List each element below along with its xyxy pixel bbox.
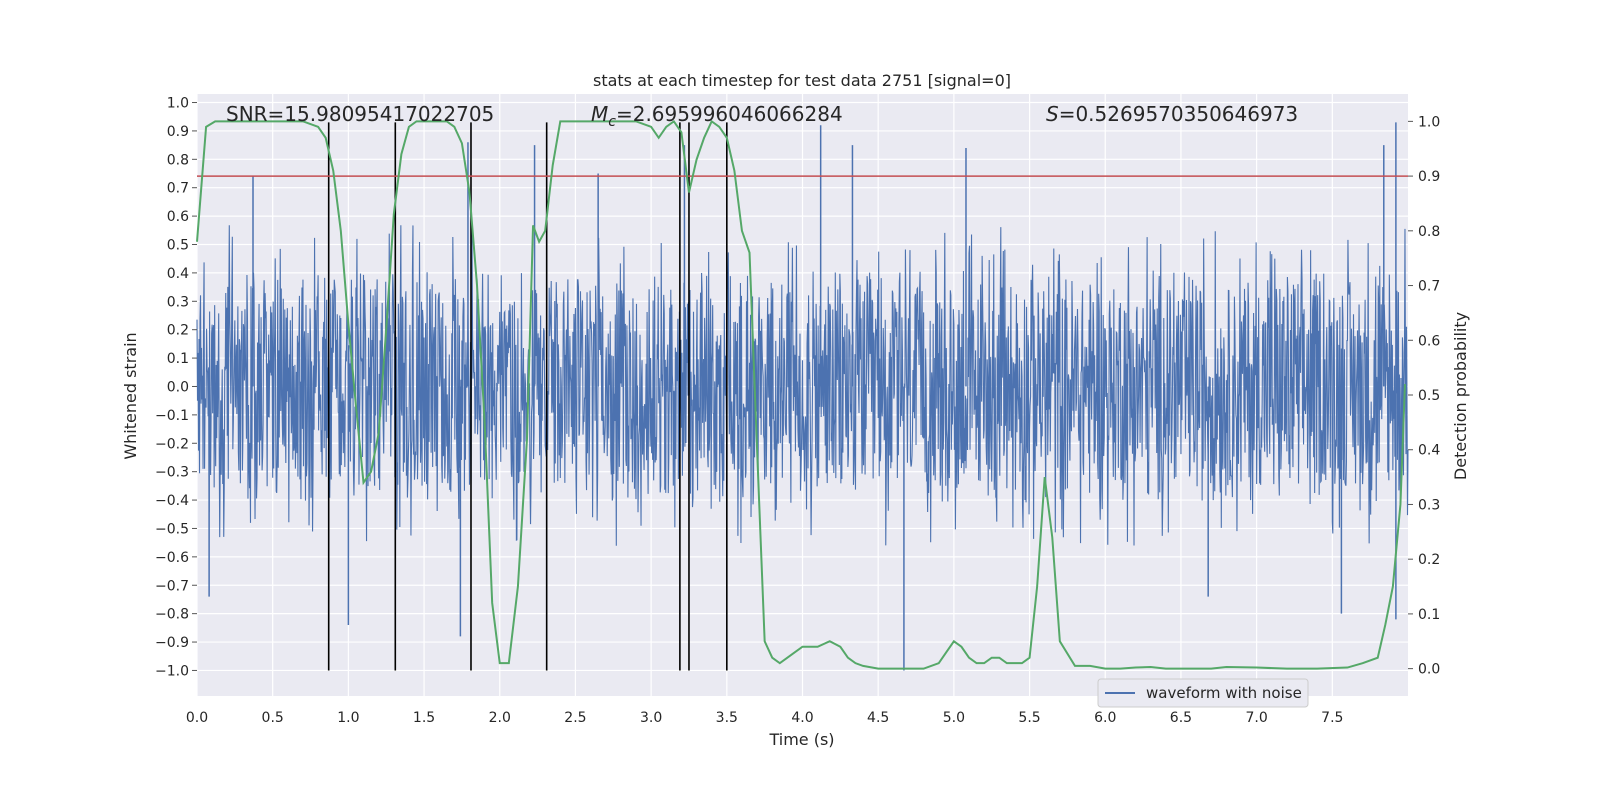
y-left-tick-label: 0.4 [167, 266, 189, 282]
x-tick-label: 7.0 [1245, 710, 1267, 726]
x-tick-label: 4.0 [791, 710, 813, 726]
y-left-tick-label: −0.6 [155, 550, 189, 566]
mc-value: =2.695996046066284 [616, 102, 843, 126]
x-tick-label: 1.5 [413, 710, 435, 726]
y-left-tick-label: −0.5 [155, 521, 189, 537]
y-right-tick-label: 0.0 [1418, 662, 1440, 678]
x-tick-label: 2.0 [489, 710, 511, 726]
y-right-tick-label: 0.6 [1418, 333, 1440, 349]
y-left-tick-label: 0.7 [167, 181, 189, 197]
y-left-tick-label: −0.8 [155, 607, 189, 623]
y-right-axis-label: Detection probability [1451, 312, 1470, 480]
y-right-tick-label: 0.3 [1418, 497, 1440, 513]
probability-line [196, 119, 1406, 670]
x-tick-label: 3.5 [716, 710, 738, 726]
y-right-ticks: 1.0 0.9 0.8 0.7 0.6 0.5 0.4 0.3 0.2 0.1 0.0 [1408, 114, 1440, 678]
mc-symbol: M [591, 102, 608, 126]
chart-title: stats at each timestep for test data 275… [593, 71, 1011, 90]
y-left-tick-label: 0.5 [167, 238, 189, 254]
x-tick-label: 5.0 [943, 710, 965, 726]
y-left-tick-label: 0.1 [167, 351, 189, 367]
legend-label: waveform with noise [1146, 684, 1302, 702]
y-right-tick-label: 0.7 [1418, 279, 1440, 295]
y-left-tick-label: 0.6 [167, 209, 189, 225]
waveform-line [196, 225, 1409, 546]
y-right-tick-label: 1.0 [1418, 114, 1440, 130]
y-left-tick-label: −0.1 [155, 408, 189, 424]
s-symbol: S [1046, 102, 1059, 126]
y-left-tick-label: 0.0 [167, 379, 189, 395]
legend-box [1097, 678, 1309, 708]
x-ticks: 0.0 0.5 1.0 1.5 2.0 2.5 3.0 3.5 4.0 4.5 5.0 5.5 6.0 6… [186, 710, 1344, 726]
y-right-tick-label: 0.8 [1418, 224, 1440, 240]
x-tick-label: 1.0 [337, 710, 359, 726]
y-left-tick-label: 0.2 [167, 323, 189, 339]
y-left-ticks: 1.0 0.9 0.8 0.7 0.6 0.5 0.4 0.3 0.2 0.1 0.0 −0.1 −0.… [155, 96, 197, 679]
y-right-tick-label: 0.2 [1418, 552, 1440, 568]
x-tick-label: 0.0 [186, 710, 208, 726]
y-left-tick-label: −0.4 [155, 493, 189, 509]
y-left-tick-label: −1.0 [155, 663, 189, 679]
x-tick-label: 7.5 [1321, 710, 1343, 726]
y-left-axis-label: Whitened strain [121, 332, 140, 459]
x-tick-label: 5.5 [1018, 710, 1040, 726]
y-left-tick-label: 1.0 [167, 96, 189, 112]
x-axis-label: Time (s) [768, 730, 834, 749]
y-left-tick-label: 0.3 [167, 294, 189, 310]
y-left-tick-label: 0.9 [167, 124, 189, 140]
legend: waveform with noise [1097, 678, 1309, 708]
mc-annotation: Mc=2.695996046066284 [591, 102, 843, 130]
y-left-tick-label: 0.8 [167, 152, 189, 168]
x-tick-label: 3.0 [640, 710, 662, 726]
y-right-tick-label: 0.4 [1418, 443, 1440, 459]
y-right-tick-label: 0.5 [1418, 388, 1440, 404]
y-left-tick-label: −0.7 [155, 578, 189, 594]
x-tick-label: 6.5 [1170, 710, 1192, 726]
x-tick-label: 4.5 [867, 710, 889, 726]
y-right-tick-label: 0.9 [1418, 169, 1440, 185]
y-right-tick-label: 0.1 [1418, 607, 1440, 623]
s-value: =0.5269570350646973 [1059, 102, 1298, 126]
y-left-tick-label: −0.2 [155, 436, 189, 452]
y-left-tick-label: −0.9 [155, 635, 189, 651]
x-tick-label: 2.5 [564, 710, 586, 726]
x-tick-label: 0.5 [262, 710, 284, 726]
mc-subscript: c [608, 114, 616, 130]
x-tick-label: 6.0 [1094, 710, 1116, 726]
y-left-tick-label: −0.3 [155, 465, 189, 481]
s-annotation: S=0.5269570350646973 [1046, 102, 1298, 126]
snr-annotation: SNR=15.98095417022705 [226, 102, 494, 126]
